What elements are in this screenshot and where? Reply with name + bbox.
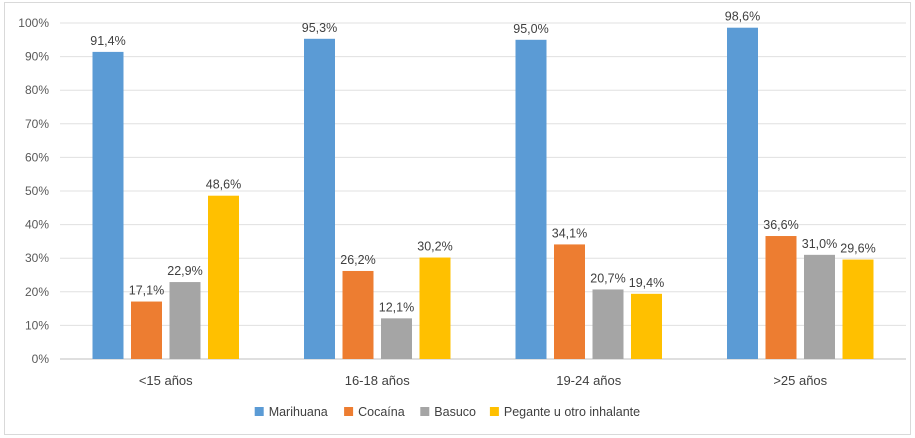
bar-marihuana (92, 51, 124, 360)
y-tick-label: 80% (25, 83, 49, 97)
legend-label: Cocaína (358, 405, 405, 419)
bar-pegante-u-otro-inhalante (208, 195, 239, 359)
legend-swatch (344, 407, 354, 416)
y-tick-label: 40% (25, 218, 49, 232)
category-label: 19-24 años (556, 373, 622, 388)
data-label: 36,6% (763, 218, 798, 232)
bar-pegante-u-otro-inhalante (842, 259, 874, 359)
legend-label: Pegante u otro inhalante (504, 405, 640, 419)
bar-pegante-u-otro-inhalante (419, 257, 451, 359)
data-label: 95,0% (513, 22, 548, 36)
data-label: 30,2% (417, 240, 452, 254)
category-label: <15 años (139, 373, 193, 388)
legend-label: Basuco (434, 405, 476, 419)
chart-frame: 0% 10% 20% 30% 40% 50% 60% 70% 80% 90% 100% 91,4% 17… (4, 2, 911, 435)
bar-basuco (169, 282, 201, 359)
data-label: 95,3% (302, 21, 337, 35)
legend-label: Marihuana (269, 405, 328, 419)
y-tick-label: 100% (18, 16, 49, 30)
legend-swatch (489, 407, 499, 416)
data-label: 12,1% (379, 300, 414, 314)
category-label: 16-18 años (345, 373, 411, 388)
y-tick-label: 0% (32, 352, 50, 366)
data-label: 17,1% (129, 284, 164, 298)
y-tick-label: 10% (25, 318, 49, 332)
data-label: 34,1% (552, 226, 587, 240)
legend-swatch (254, 407, 264, 416)
y-tick-label: 20% (25, 285, 49, 299)
y-tick-label: 70% (25, 117, 49, 131)
data-label: 26,2% (340, 253, 375, 267)
data-label: 29,6% (840, 242, 875, 256)
data-label: 91,4% (90, 34, 125, 48)
y-tick-label: 30% (25, 251, 49, 265)
data-label: 22,9% (167, 264, 202, 278)
bar-pegante-u-otro-inhalante (631, 293, 662, 359)
data-label: 20,7% (590, 271, 625, 285)
bar-basuco (592, 289, 624, 359)
data-label: 48,6% (206, 178, 241, 192)
category-label: >25 años (773, 373, 827, 388)
bar-cocaína (554, 244, 585, 359)
data-label: 19,4% (629, 276, 664, 290)
data-label: 98,6% (725, 10, 760, 24)
bar-cocaína (342, 270, 374, 359)
legend-swatch (420, 407, 430, 416)
bar-cocaína (131, 301, 162, 359)
bar-marihuana (304, 38, 335, 360)
y-tick-label: 60% (25, 150, 49, 164)
bar-marihuana (727, 27, 758, 359)
bar-basuco (804, 254, 835, 359)
bar-basuco (381, 318, 412, 359)
y-tick-label: 50% (25, 184, 49, 198)
y-tick-label: 90% (25, 50, 49, 64)
bar-chart: 0% 10% 20% 30% 40% 50% 60% 70% 80% 90% 100% 91,4% 17… (18, 10, 906, 419)
bar-cocaína (765, 236, 797, 359)
bar-marihuana (515, 39, 547, 360)
data-label: 31,0% (802, 237, 837, 251)
